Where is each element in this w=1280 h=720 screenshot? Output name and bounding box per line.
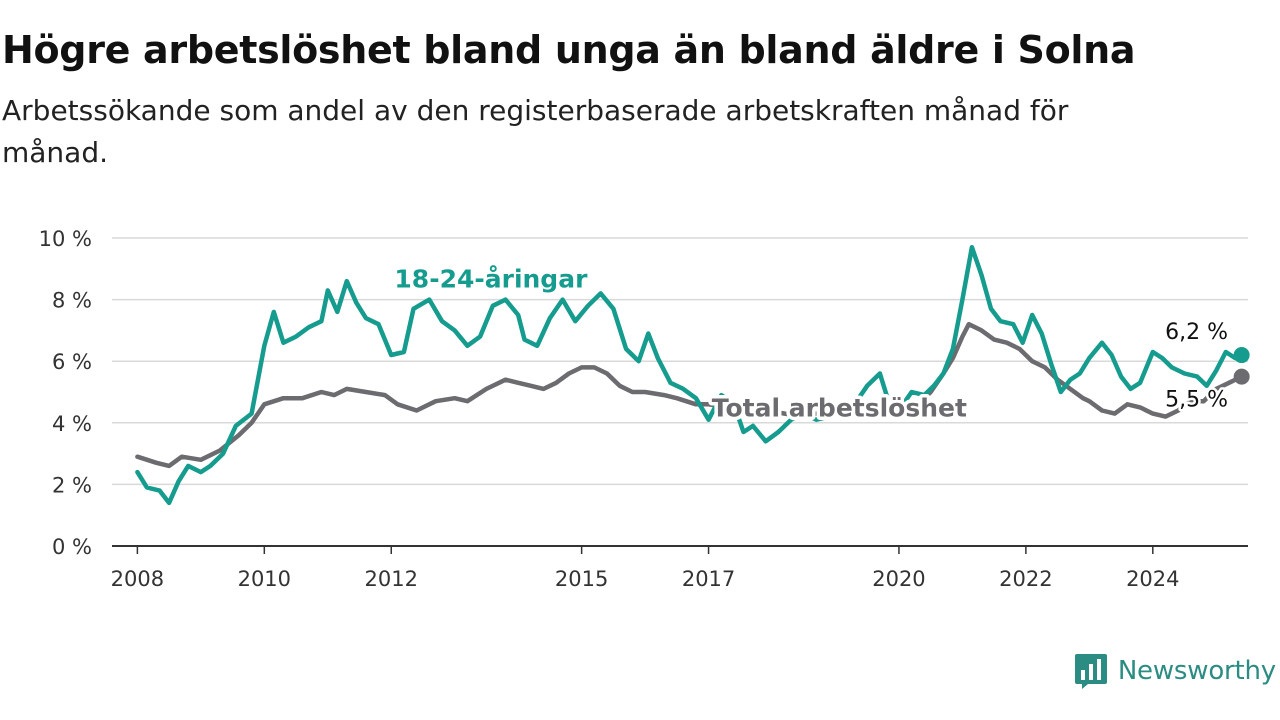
y-tick-label: 6 %	[52, 350, 92, 374]
series-name-label: Total arbetslöshet	[712, 394, 967, 423]
gridlines	[112, 237, 1248, 486]
x-tick-label: 2008	[111, 567, 164, 591]
x-tick-label: 2010	[238, 567, 291, 591]
chart-bars-icon	[1074, 654, 1107, 689]
x-tick-label: 2015	[555, 567, 608, 591]
series-line-youth	[135, 244, 1244, 506]
y-tick-label: 2 %	[52, 473, 92, 497]
series-lines	[135, 244, 1250, 506]
page-subtitle: Arbetssökande som andel av den registerb…	[2, 94, 1069, 169]
x-tick-label: 2022	[999, 567, 1052, 591]
y-tick-label: 8 %	[52, 289, 92, 313]
series-name-label: 18-24-åringar	[394, 264, 588, 293]
series-end-dot	[1233, 368, 1250, 385]
series-end-label: 5,5 %	[1165, 388, 1228, 413]
x-tick-label: 2012	[365, 567, 418, 591]
y-tick-label: 10 %	[39, 227, 92, 251]
brand-name: Newsworthy	[1117, 656, 1276, 686]
brand-logo: Newsworthy	[1074, 652, 1276, 690]
y-tick-label: 4 %	[52, 412, 92, 436]
y-tick-label: 0 %	[52, 535, 92, 559]
axes: 0 % 2 % 4 % 6 % 8 % 10 % 2008 2010 2012 2015 2017 2…	[39, 227, 1248, 591]
series-end-label: 6,2 %	[1165, 320, 1228, 345]
series-labels: Total arbetslöshet 5,5 % 18-24-åringar 6,2 …	[391, 261, 1231, 426]
page-title: Högre arbetslöshet bland unga än bland ä…	[2, 28, 1136, 72]
series-line-total	[135, 321, 1244, 469]
x-tick-label: 2017	[682, 567, 735, 591]
series-end-dot	[1233, 347, 1250, 364]
x-tick-label: 2020	[872, 567, 925, 591]
x-tick-label: 2024	[1126, 567, 1179, 591]
